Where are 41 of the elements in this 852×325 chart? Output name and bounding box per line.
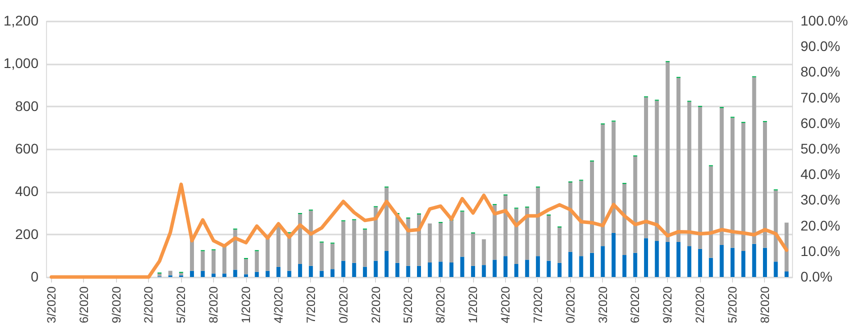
x-tick-label: 4/2020 [498, 286, 512, 324]
y-tick-label: 0 [30, 268, 39, 284]
x-tick-label: 5/2020 [401, 286, 416, 324]
x-tick-label: 6/2020 [628, 286, 642, 324]
y2-tick-label: 20.0% [800, 217, 840, 234]
x-tick-label: 4/2020 [271, 286, 286, 324]
x-tick-label: 5/2020 [174, 286, 188, 324]
x-tick-label: 7/2020 [304, 286, 318, 324]
x-tick-label: 9/2020 [109, 286, 124, 324]
x-tick-label: 8/2020 [206, 286, 221, 324]
x-tick-label: 6/2020 [76, 286, 91, 324]
y2-tick-label: 60.0% [800, 114, 840, 131]
y2-tick-label: 100.0% [800, 12, 848, 28]
x-tick-label: 8/2020 [434, 286, 448, 324]
x-tick-label: 5/2020 [726, 286, 740, 324]
x-tick-label: 2/2020 [142, 286, 156, 324]
y-tick-label: 200 [15, 226, 39, 242]
y-tick-label: 1,200 [3, 12, 39, 28]
y2-tick-label: 30.0% [800, 192, 840, 208]
y2-tick-label: 50.0% [800, 140, 840, 156]
x-tick-label: 3/2020 [44, 286, 58, 324]
y2-tick-label: 70.0% [800, 89, 840, 106]
y2-tick-label: 90.0% [800, 38, 840, 54]
y-tick-label: 600 [15, 140, 39, 156]
y2-tick-label: 0.0% [800, 268, 832, 284]
x-tick-label: 0/2020 [336, 286, 350, 324]
x-tick-label: 9/2020 [660, 286, 675, 324]
y-tick-label: 400 [15, 183, 39, 200]
y2-tick-label: 10.0% [800, 242, 840, 259]
x-tick-label: 8/2020 [758, 286, 772, 324]
x-tick-label: 7/2020 [530, 286, 545, 324]
y2-tick-label: 40.0% [800, 166, 840, 182]
x-tick-label: 2/2020 [693, 286, 708, 324]
x-tick-label: 1/2020 [466, 286, 480, 324]
x-tick-label: 0/2020 [563, 286, 578, 324]
y-tick-label: 1,000 [3, 55, 39, 72]
x-tick-label: 2/2020 [368, 286, 383, 324]
y-tick-label: 800 [15, 98, 39, 114]
y2-tick-label: 80.0% [800, 64, 840, 80]
x-tick-label: 3/2020 [596, 286, 610, 324]
x-tick-label: 1/2020 [239, 286, 254, 324]
